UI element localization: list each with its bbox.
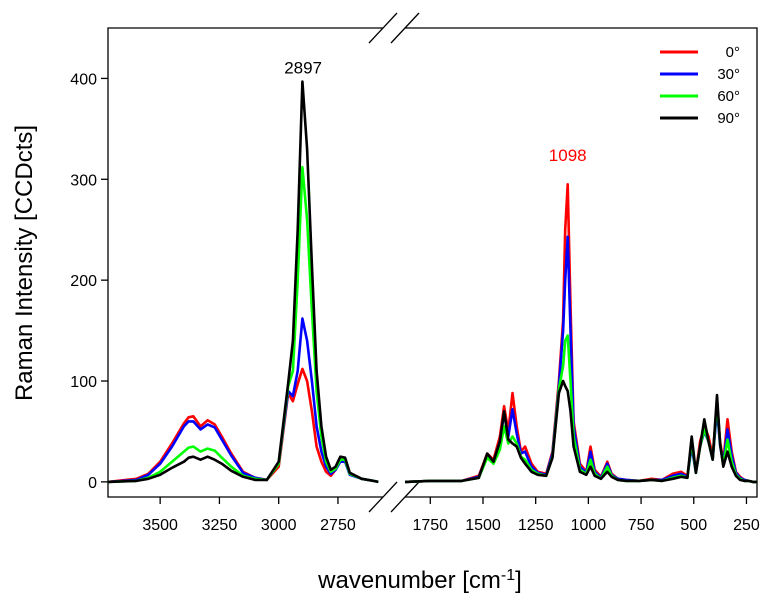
x-axis-title-main: wavenumber [cm	[317, 567, 501, 594]
series-line	[108, 165, 379, 484]
y-tick-label: 400	[70, 71, 97, 88]
legend-label: 60°	[717, 88, 740, 105]
series-line	[405, 379, 757, 484]
y-tick-label: 0	[88, 475, 97, 492]
y-axis-title: Raman Intensity [CCDcts]	[11, 125, 38, 401]
x-tick-label: 1000	[571, 517, 607, 534]
series-line	[108, 80, 379, 484]
series-line	[405, 183, 757, 484]
axis-break-mark	[368, 481, 398, 513]
x-tick-label: 1250	[518, 517, 554, 534]
series-line	[405, 334, 757, 484]
legend-label: 30°	[717, 66, 740, 83]
series-line	[405, 235, 757, 484]
x-tick-label: 1750	[412, 517, 448, 534]
series-line	[108, 317, 379, 484]
x-tick-label: 500	[680, 517, 707, 534]
x-tick-label: 3000	[261, 517, 297, 534]
y-tick-label: 100	[70, 374, 97, 391]
peak-annotation: 2897	[284, 58, 322, 77]
y-tick-label: 300	[70, 172, 97, 189]
x-tick-label: 2750	[320, 517, 356, 534]
axis-break-mark	[368, 12, 398, 44]
x-tick-label: 750	[628, 517, 655, 534]
peak-annotation: 1098	[549, 146, 587, 165]
legend-label: 0°	[726, 44, 740, 61]
x-axis-title: wavenumber [cm-1]	[317, 567, 522, 595]
legend-label: 90°	[717, 110, 740, 127]
axis-break-mark	[390, 481, 420, 513]
axis-break-mark	[390, 12, 420, 44]
x-tick-label: 1500	[465, 517, 501, 534]
plot-area: 0 100 200 300 400 3500 3250 3000 2750 1750 1500 125…	[70, 12, 760, 534]
x-tick-label: 250	[733, 517, 760, 534]
x-axis-title-end: ]	[515, 567, 522, 594]
x-tick-label: 3500	[142, 517, 178, 534]
y-tick-label: 200	[70, 273, 97, 290]
right-pane-frame	[405, 27, 758, 498]
x-axis-title-superscript: -1	[501, 567, 515, 584]
left-pane-frame	[107, 27, 383, 498]
x-tick-label: 3250	[202, 517, 238, 534]
